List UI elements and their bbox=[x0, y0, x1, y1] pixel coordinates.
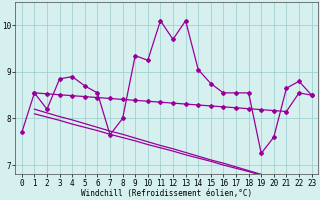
X-axis label: Windchill (Refroidissement éolien,°C): Windchill (Refroidissement éolien,°C) bbox=[81, 189, 252, 198]
